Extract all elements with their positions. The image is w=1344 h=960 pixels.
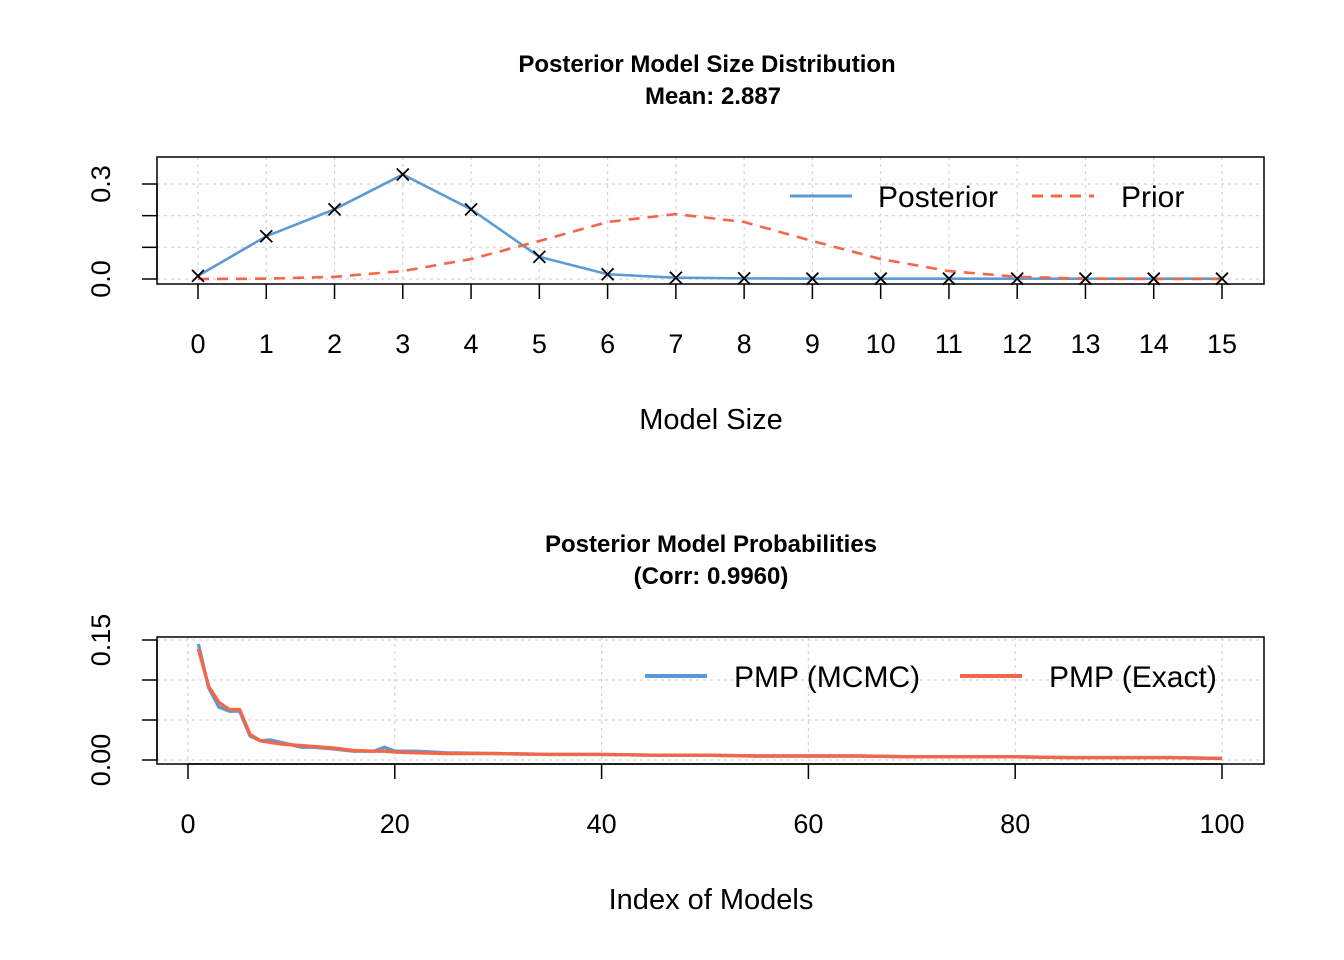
posterior-point-marker bbox=[464, 202, 478, 216]
posterior-point-marker bbox=[669, 271, 683, 285]
x-tick-label: 6 bbox=[600, 329, 615, 359]
posterior-point-marker bbox=[191, 269, 205, 283]
posterior-point-marker bbox=[737, 271, 751, 286]
x-tick-label: 2 bbox=[327, 329, 342, 359]
series-line-posterior bbox=[197, 173, 1222, 280]
model-size-x-label: Model Size bbox=[639, 404, 782, 436]
x-tick-label: 100 bbox=[1199, 809, 1244, 839]
x-tick-label: 8 bbox=[737, 329, 752, 359]
pmp-x-label: Index of Models bbox=[609, 884, 814, 916]
x-tick-label: 20 bbox=[380, 809, 410, 839]
model-size-grid bbox=[157, 157, 1264, 284]
x-tick-label: 5 bbox=[532, 329, 547, 359]
x-tick-label: 10 bbox=[866, 329, 896, 359]
x-tick-label: 12 bbox=[1002, 329, 1032, 359]
posterior-point-marker bbox=[805, 272, 820, 286]
model-size-panel: Posterior Model Size Distribution Mean: … bbox=[86, 51, 1265, 436]
pmp-x-axis: 0 20 40 60 80 100 bbox=[180, 763, 1245, 839]
model-size-subtitle: Mean: 2.887 bbox=[645, 83, 781, 110]
posterior-point-marker bbox=[1215, 272, 1229, 286]
x-tick-label: 0 bbox=[180, 809, 195, 839]
model-size-legend: Posterior Prior bbox=[790, 181, 1184, 214]
legend-posterior-label: Posterior bbox=[878, 181, 998, 214]
pmp-y-axis: 0.00 0.15 bbox=[86, 614, 158, 787]
model-size-x-axis: 0 1 2 3 4 5 6 7 8 9 10 11 12 13 14 15 bbox=[190, 284, 1237, 359]
legend-prior-label: Prior bbox=[1121, 181, 1184, 214]
y-tick-label: 0.0 bbox=[86, 260, 116, 298]
x-tick-label: 0 bbox=[190, 329, 205, 359]
posterior-point-marker bbox=[532, 250, 546, 264]
y-tick-label: 0.15 bbox=[86, 614, 116, 667]
x-tick-label: 3 bbox=[395, 329, 410, 359]
x-tick-label: 4 bbox=[464, 329, 479, 359]
pmp-panel: Posterior Model Probabilities (Corr: 0.9… bbox=[86, 531, 1265, 916]
posterior-point-marker bbox=[396, 167, 410, 182]
pmp-subtitle: (Corr: 0.9960) bbox=[634, 563, 789, 590]
posterior-point-marker bbox=[1010, 272, 1024, 286]
x-tick-label: 1 bbox=[259, 329, 274, 359]
series-line-pmp-exact bbox=[196, 648, 1223, 761]
x-tick-label: 15 bbox=[1207, 329, 1237, 359]
pmp-title: Posterior Model Probabilities bbox=[545, 531, 877, 558]
x-tick-label: 9 bbox=[805, 329, 820, 359]
posterior-point-marker bbox=[942, 272, 956, 286]
y-tick-label: 0.3 bbox=[86, 165, 116, 203]
posterior-point-marker bbox=[874, 272, 888, 286]
x-tick-label: 11 bbox=[935, 329, 963, 359]
x-tick-label: 60 bbox=[793, 809, 823, 839]
x-tick-label: 40 bbox=[587, 809, 617, 839]
legend-pmp-exact-label: PMP (Exact) bbox=[1049, 661, 1217, 694]
posterior-point-marker bbox=[1147, 272, 1161, 286]
posterior-point-marker bbox=[1078, 272, 1093, 286]
y-tick-label: 0.00 bbox=[86, 734, 116, 787]
pmp-plot-frame bbox=[156, 636, 1265, 765]
series-line-prior bbox=[197, 212, 1222, 281]
pmp-grid bbox=[157, 637, 1264, 764]
model-size-series bbox=[191, 167, 1229, 286]
posterior-point-marker bbox=[600, 267, 615, 281]
x-tick-label: 7 bbox=[668, 329, 683, 359]
x-tick-label: 14 bbox=[1139, 329, 1169, 359]
x-tick-label: 80 bbox=[1000, 809, 1030, 839]
model-size-title: Posterior Model Size Distribution bbox=[518, 51, 895, 78]
legend-pmp-mcmc-label: PMP (MCMC) bbox=[734, 661, 920, 694]
x-tick-label: 13 bbox=[1070, 329, 1100, 359]
model-size-y-axis: 0.0 0.3 bbox=[86, 165, 158, 298]
posterior-point-marker bbox=[259, 229, 273, 243]
pmp-legend: PMP (MCMC) PMP (Exact) bbox=[645, 661, 1217, 694]
pmp-series bbox=[196, 643, 1223, 761]
posterior-point-marker bbox=[327, 202, 342, 216]
model-size-plot-frame bbox=[156, 156, 1265, 285]
